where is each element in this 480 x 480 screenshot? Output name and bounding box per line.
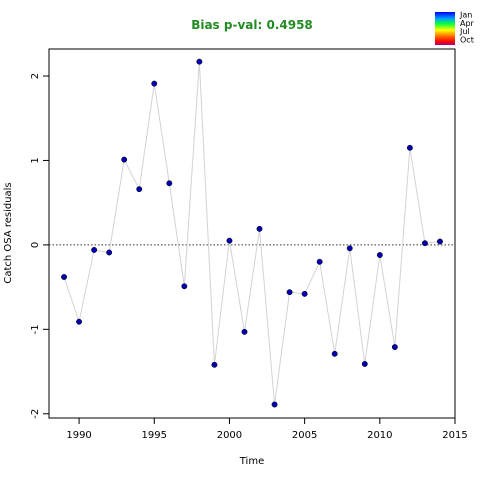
x-tick-label: 1990 bbox=[66, 430, 91, 441]
x-tick-label: 2000 bbox=[217, 430, 242, 441]
y-tick-label: 0 bbox=[30, 242, 41, 248]
point bbox=[136, 186, 143, 193]
point bbox=[376, 252, 383, 258]
x-tick-label: 2010 bbox=[367, 430, 392, 441]
point bbox=[391, 344, 398, 351]
point bbox=[316, 258, 323, 265]
point bbox=[61, 274, 67, 280]
point bbox=[91, 247, 98, 253]
y-tick-label: -1 bbox=[30, 324, 41, 334]
chart-title: Bias p-val: 0.4958 bbox=[191, 18, 313, 32]
legend-label: Apr bbox=[460, 19, 475, 28]
point bbox=[226, 237, 233, 244]
point bbox=[106, 249, 113, 256]
point bbox=[151, 80, 158, 87]
point bbox=[241, 328, 248, 335]
point bbox=[331, 350, 338, 357]
point bbox=[256, 225, 263, 232]
x-tick-label: 1995 bbox=[142, 430, 167, 441]
y-tick-label: -2 bbox=[30, 409, 41, 419]
y-axis-label: Catch OSA residuals bbox=[3, 182, 14, 283]
point bbox=[346, 245, 353, 252]
x-tick-label: 2015 bbox=[442, 430, 467, 441]
point bbox=[166, 180, 173, 187]
legend-label: Jul bbox=[459, 27, 470, 36]
point bbox=[196, 58, 203, 65]
point bbox=[76, 318, 83, 325]
x-tick-label: 2005 bbox=[292, 430, 317, 441]
plot-frame bbox=[48, 48, 456, 419]
y-tick-label: 1 bbox=[30, 157, 41, 163]
y-tick-label: 2 bbox=[30, 73, 41, 79]
point bbox=[437, 238, 443, 245]
point bbox=[301, 290, 308, 297]
point bbox=[271, 401, 278, 408]
point bbox=[211, 361, 218, 368]
point bbox=[181, 283, 188, 290]
point bbox=[361, 361, 368, 367]
x-axis-label: Time bbox=[239, 456, 264, 467]
point bbox=[406, 144, 413, 151]
legend-label: Oct bbox=[460, 35, 474, 44]
residual-line bbox=[63, 61, 441, 405]
point bbox=[286, 289, 293, 296]
legend-label: Jan bbox=[459, 11, 472, 20]
point bbox=[421, 240, 428, 247]
legend-colorbar bbox=[435, 12, 455, 45]
point bbox=[121, 156, 128, 163]
